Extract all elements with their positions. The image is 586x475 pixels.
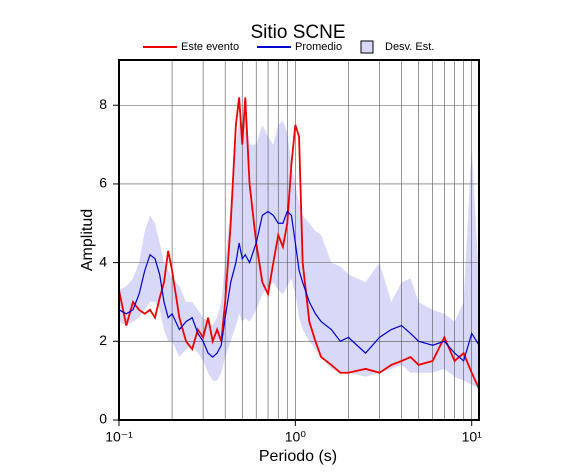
x-tick-label: 10¹ (462, 429, 483, 445)
x-tick-label: 10⁰ (285, 429, 307, 445)
y-tick-label: 2 (99, 332, 107, 348)
y-axis-label: Amplitud (79, 209, 96, 271)
y-tick-label: 4 (99, 253, 107, 269)
std-band (119, 113, 479, 389)
y-tick-label: 8 (99, 96, 107, 112)
y-tick-label: 0 (99, 411, 107, 427)
plot-frame (118, 59, 480, 421)
x-tick-label: 10⁻¹ (105, 429, 133, 445)
series-line (118, 210, 480, 363)
series-line (118, 97, 480, 389)
x-axis-label: Periodo (s) (259, 448, 337, 465)
y-tick-label: 6 (99, 175, 107, 191)
legend-swatch (360, 40, 374, 54)
legend-label: Promedio (295, 41, 342, 53)
legend-label: Este evento (181, 41, 239, 53)
chart-title: Sitio SCNE (250, 22, 345, 43)
legend-label: Desv. Est. (385, 41, 434, 53)
